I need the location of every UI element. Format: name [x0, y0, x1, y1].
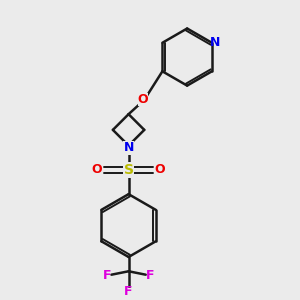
Text: F: F: [146, 269, 154, 282]
Text: N: N: [123, 141, 134, 154]
Text: N: N: [210, 36, 220, 49]
Text: O: O: [92, 164, 103, 176]
Text: F: F: [124, 285, 133, 298]
Text: F: F: [103, 269, 111, 282]
Text: S: S: [124, 163, 134, 177]
Text: O: O: [137, 93, 148, 106]
Text: O: O: [155, 164, 165, 176]
